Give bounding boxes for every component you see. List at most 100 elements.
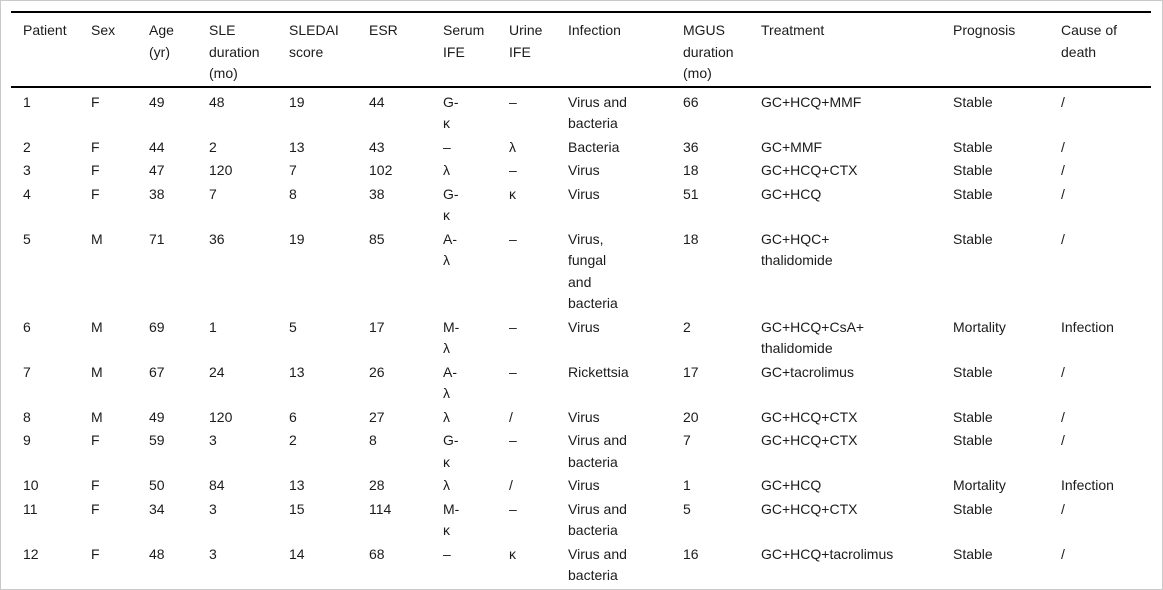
table-cell: 49 [149, 408, 165, 425]
table-cell: 17 [369, 318, 385, 335]
table-cell: – [509, 318, 517, 335]
table-cell: GC+HCQ [761, 185, 822, 202]
table-cell: 2 [289, 432, 297, 448]
table-cell: A- λ [443, 230, 457, 269]
table-cell: 8 [23, 408, 31, 425]
table-cell: Stable [953, 500, 993, 517]
column-header: MGUS duration (mo) [683, 12, 761, 88]
table-cell: 5 [683, 500, 691, 517]
table-cell: 5 [23, 230, 31, 247]
table-cell: λ [509, 138, 516, 155]
table-cell: 51 [683, 185, 699, 202]
table-cell: / [1061, 93, 1065, 110]
table-cell: GC+HCQ+tacrolimus [761, 545, 894, 562]
table-cell: Virus and bacteria [568, 500, 627, 539]
table-cell: 13 [289, 363, 305, 380]
table-cell: 20 [683, 408, 699, 425]
table-cell: Mortality [953, 318, 1006, 335]
table-cell: 15 [289, 500, 305, 517]
column-header: Sex [91, 12, 149, 88]
table-cell: 59 [149, 432, 165, 448]
table-cell: 17 [683, 363, 699, 380]
table-cell: 8 [369, 432, 377, 448]
table-cell: 44 [369, 93, 385, 110]
table-cell: F [91, 93, 100, 110]
table-cell: λ [443, 477, 450, 493]
table-cell: / [1061, 432, 1065, 448]
table-row: 8 M 49 120 6 27 λ / Virus 20 GC+HCQ+CTX Stable / [11, 406, 1151, 430]
table-cell: 13 [289, 477, 305, 493]
table-row: 5 M 71 36 19 85 A- λ – Virus, fungal and bacteri… [11, 228, 1151, 316]
table-cell: 18 [683, 162, 699, 178]
table-cell: λ [443, 162, 450, 178]
column-header: Age (yr) [149, 12, 209, 88]
table-cell: 7 [683, 432, 691, 448]
column-header: Treatment [761, 12, 953, 88]
table-cell: Rickettsia [568, 363, 629, 380]
table-row: 9 F 59 3 2 8 G- κ – Virus and bacteria 7 GC+HCQ+CT… [11, 429, 1151, 474]
table-cell: Virus [568, 185, 600, 202]
table-cell: Infection [1061, 318, 1114, 335]
table-cell: 66 [683, 93, 699, 110]
table-cell: Bacteria [568, 138, 620, 155]
table-cell: 2 [209, 138, 217, 155]
table-cell: Stable [953, 363, 993, 380]
table-cell: Stable [953, 138, 993, 155]
table-cell: / [1061, 545, 1065, 562]
table-cell: 84 [209, 477, 225, 493]
table-cell: 34 [149, 500, 165, 517]
table-cell: Virus [568, 408, 600, 425]
table-cell: Mortality [953, 477, 1006, 493]
table-cell: F [91, 138, 100, 155]
table-cell: / [1061, 138, 1065, 155]
table-cell: GC+tacrolimus [761, 363, 854, 380]
column-header: Cause of death [1061, 12, 1151, 88]
table-cell: Infection [1061, 477, 1114, 493]
table-cell: 5 [289, 318, 297, 335]
table-cell: 48 [149, 545, 165, 562]
table-cell: 49 [149, 93, 165, 110]
table-cell: 12 [23, 545, 39, 562]
table-cell: – [509, 93, 517, 110]
table-cell: 85 [369, 230, 385, 247]
table-cell: / [1061, 363, 1065, 380]
table-row: 3 F 47 120 7 102 λ – Virus 18 GC+HCQ+CTX Stable / [11, 159, 1151, 183]
table-cell: Virus and bacteria [568, 93, 627, 132]
column-header: Prognosis [953, 12, 1061, 88]
table-cell: 19 [289, 230, 305, 247]
table-cell: 7 [23, 363, 31, 380]
table-cell: 114 [369, 500, 392, 517]
table-cell: 11 [23, 500, 38, 517]
table-cell: 3 [209, 545, 217, 562]
table-cell: 18 [683, 230, 699, 247]
table-cell: 13 [289, 138, 305, 155]
table-cell: – [509, 162, 517, 178]
table-row: 11 F 34 3 15 114 M- κ – Virus and bacteria 5 GC+HC… [11, 498, 1151, 543]
table-cell: GC+HCQ+CTX [761, 432, 858, 448]
table-cell: – [509, 500, 517, 517]
table-cell: 26 [369, 363, 385, 380]
table-row: 7 M 67 24 13 26 A- λ – Rickettsia 17 GC+tacrolimus… [11, 361, 1151, 406]
table-cell: 3 [23, 162, 31, 178]
table-cell: / [509, 477, 513, 493]
table-row: 4 F 38 7 8 38 G- κ κ Virus 51 GC+HCQ Stable / [11, 183, 1151, 228]
table-cell: 36 [209, 230, 225, 247]
table-cell: 47 [149, 162, 165, 178]
table-cell: 1 [683, 477, 691, 493]
column-header: Urine IFE [509, 12, 568, 88]
table-cell: 120 [209, 408, 233, 425]
table-cell: – [443, 138, 451, 155]
table-cell: G- κ [443, 93, 459, 132]
table-cell: F [91, 545, 100, 562]
table-cell: Virus, fungal and bacteria [568, 230, 618, 312]
table-cell: Stable [953, 230, 993, 247]
table-cell: GC+HCQ [761, 477, 822, 493]
table-cell: 2 [23, 138, 31, 155]
table-cell: 48 [209, 93, 225, 110]
table-cell: Virus [568, 162, 600, 178]
table-cell: GC+MMF [761, 138, 823, 155]
table-cell: 38 [369, 185, 385, 202]
table-cell: / [1061, 162, 1065, 178]
table-cell: Stable [953, 408, 993, 425]
table-cell: 38 [149, 185, 165, 202]
